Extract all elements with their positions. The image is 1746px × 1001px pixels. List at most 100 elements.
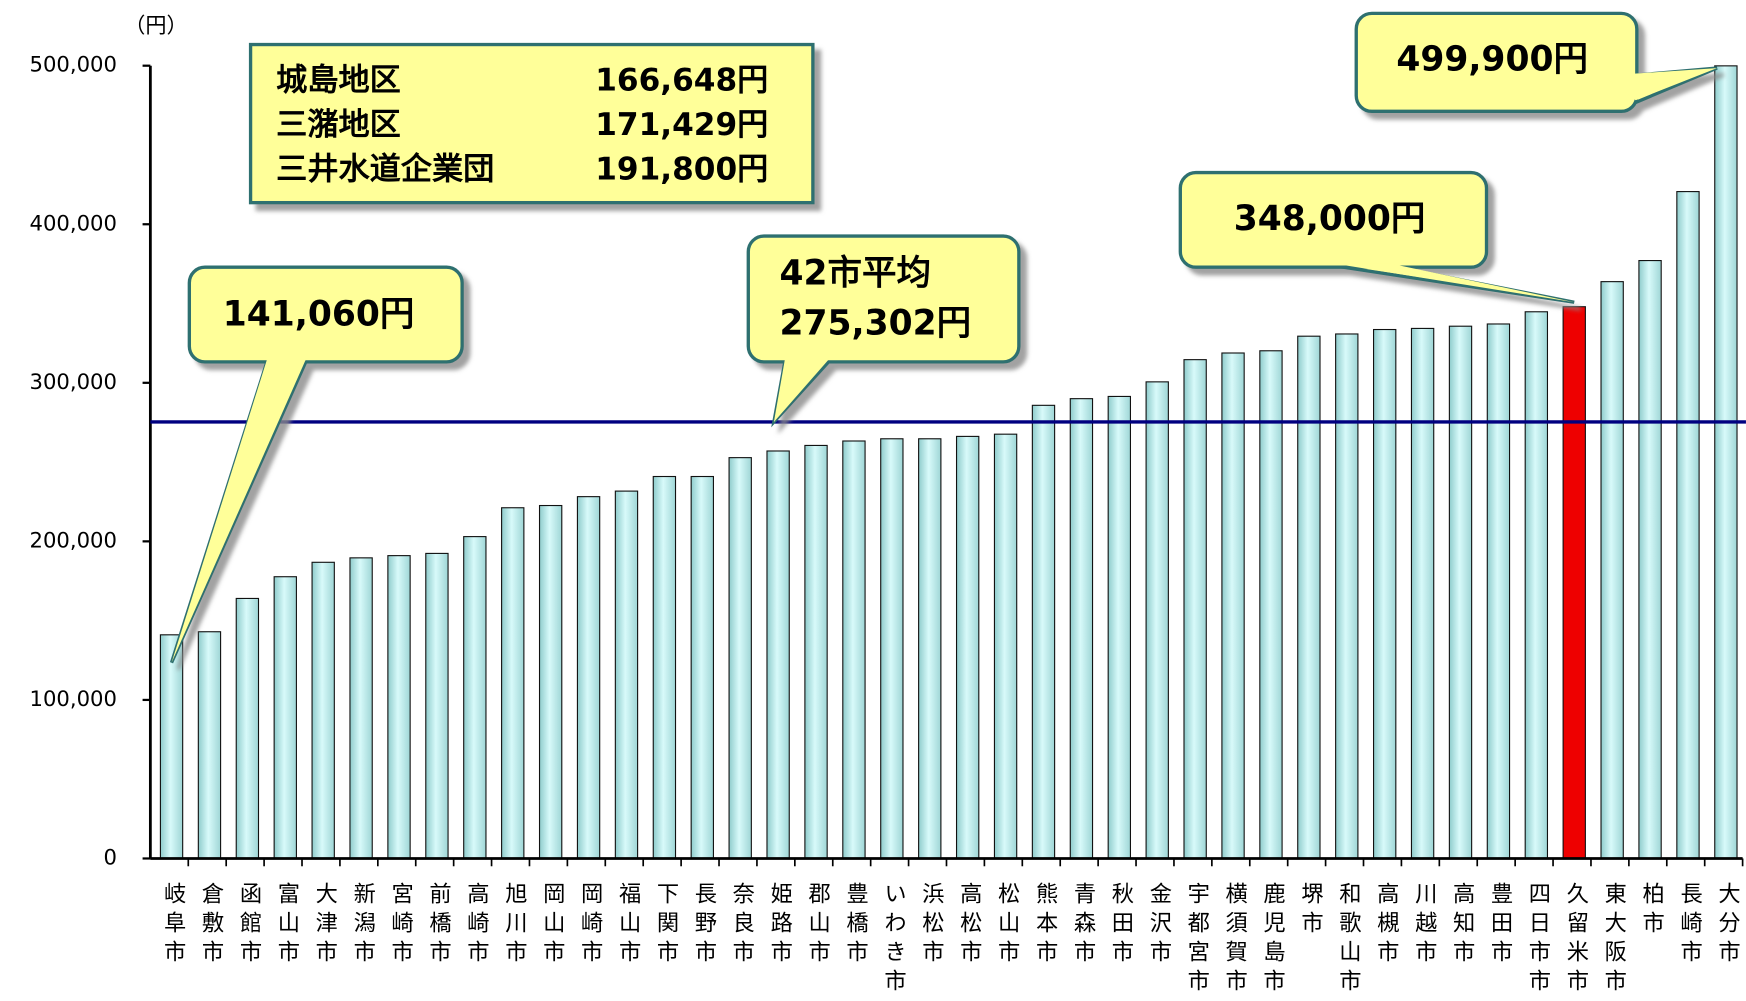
bar <box>1448 325 1473 860</box>
callout-highlight-box <box>1178 170 1489 269</box>
bar <box>311 561 335 860</box>
bar <box>1600 281 1624 860</box>
bar <box>159 634 184 860</box>
info-box <box>248 42 815 205</box>
callout-average-box <box>746 234 1021 364</box>
x-tick-label: 高槻市 <box>1373 881 1399 968</box>
info-value: 191,800円 <box>595 151 768 187</box>
x-tick-label: 旭川市 <box>501 881 527 968</box>
y-tick-label: 300,000 <box>30 369 117 394</box>
bar <box>1069 398 1094 860</box>
callout-average-text: 42市平均 <box>779 254 931 294</box>
x-tick-label: 東大阪市 <box>1601 881 1627 997</box>
x-tick-label: いわき市 <box>880 882 906 998</box>
bar <box>1297 335 1321 860</box>
x-tick-label: 富山市 <box>274 881 300 968</box>
bar <box>576 496 601 860</box>
bar <box>993 433 1018 860</box>
bar <box>197 631 222 860</box>
x-tick-label: 奈良市 <box>729 881 755 968</box>
bar <box>1562 306 1586 860</box>
bar <box>918 438 942 860</box>
bar <box>349 557 373 860</box>
bar <box>1714 65 1738 860</box>
info-box-bg <box>248 42 815 205</box>
bar <box>804 444 828 860</box>
callout-highlight-tail <box>1335 264 1575 304</box>
bar <box>1524 311 1549 860</box>
bar <box>463 536 487 860</box>
info-value: 166,648円 <box>595 62 768 98</box>
callout-max-text: 499,900円 <box>1396 40 1588 80</box>
y-tick-label: 400,000 <box>30 210 117 235</box>
x-tick-label: 柏市 <box>1639 881 1665 939</box>
x-tick-label: 浜松市 <box>918 881 944 968</box>
y-tick-label: 200,000 <box>30 527 117 552</box>
x-tick-label: 豊橋市 <box>843 881 869 968</box>
x-tick-label: 新潟市 <box>350 881 376 968</box>
bar <box>1638 260 1662 860</box>
x-tick-label: 川越市 <box>1411 882 1437 969</box>
callout-min-box <box>187 265 464 364</box>
x-tick-label: 下関市 <box>653 882 679 969</box>
info-name: 城島地区 <box>276 62 401 98</box>
x-tick-label: 金沢市 <box>1146 881 1172 968</box>
y-tick-label: 500,000 <box>30 52 117 77</box>
bar <box>425 552 449 860</box>
bar <box>387 555 411 860</box>
bar <box>728 457 752 860</box>
callout-average-text: 275,302円 <box>779 304 971 344</box>
x-tick-label: 郡山市 <box>805 882 831 969</box>
x-tick-label: 岐阜市 <box>160 881 186 968</box>
callout-min <box>169 265 464 664</box>
x-tick-label: 大津市 <box>312 881 338 968</box>
x-tick-label: 横須賀市 <box>1222 881 1248 997</box>
x-tick-label: 高崎市 <box>463 881 489 968</box>
bar <box>1221 352 1245 860</box>
x-tick-label: 長崎市 <box>1677 882 1703 969</box>
x-tick-label: 前橋市 <box>426 881 452 968</box>
x-tick-label: 岡山市 <box>539 882 565 969</box>
x-tick-label: 福山市 <box>615 881 641 968</box>
callout-highlight <box>1178 170 1575 304</box>
x-tick-label: 大分市 <box>1714 881 1740 968</box>
info-name: 三潴地区 <box>276 107 401 143</box>
bar <box>614 490 639 860</box>
x-tick-label: 倉敷市 <box>198 881 224 968</box>
bar <box>1259 350 1283 860</box>
bar <box>1486 323 1511 860</box>
y-tick-label: 0 <box>104 844 117 869</box>
callout-max <box>1354 11 1718 114</box>
bar <box>235 597 260 860</box>
callout-highlight-tail-cover <box>1336 263 1575 303</box>
callout-average-tail-cover <box>773 358 830 422</box>
bar <box>1031 404 1056 860</box>
bar <box>1410 327 1435 860</box>
info-name: 三井水道企業団 <box>276 151 494 187</box>
bar <box>273 576 297 860</box>
callout-max-tail-cover <box>1603 68 1717 101</box>
x-tick-label: 松山市 <box>994 881 1020 968</box>
bar <box>1183 359 1207 860</box>
x-tick-label: 岡崎市 <box>577 882 603 969</box>
bar <box>955 435 980 860</box>
callout-min-text: 141,060円 <box>223 295 415 335</box>
bar <box>1107 395 1132 860</box>
callout-highlight-text: 348,000円 <box>1234 199 1426 239</box>
x-tick-label: 宇都宮市 <box>1184 881 1210 997</box>
bar <box>1145 381 1169 860</box>
y-unit: （円） <box>124 13 187 38</box>
x-tick-label: 青森市 <box>1070 881 1096 968</box>
x-tick-label: 姫路市 <box>767 881 793 968</box>
x-tick-label: 高知市 <box>1449 881 1475 968</box>
x-tick-label: 秋田市 <box>1108 881 1134 968</box>
callout-max-box <box>1354 11 1639 114</box>
bar <box>1372 328 1397 860</box>
callout-average <box>746 234 1021 428</box>
y-tick-label: 100,000 <box>30 686 117 711</box>
x-tick-label: 和歌山市 <box>1335 881 1361 997</box>
x-tick-label: 熊本市 <box>1032 881 1058 968</box>
x-tick-label: 堺市 <box>1297 881 1323 939</box>
